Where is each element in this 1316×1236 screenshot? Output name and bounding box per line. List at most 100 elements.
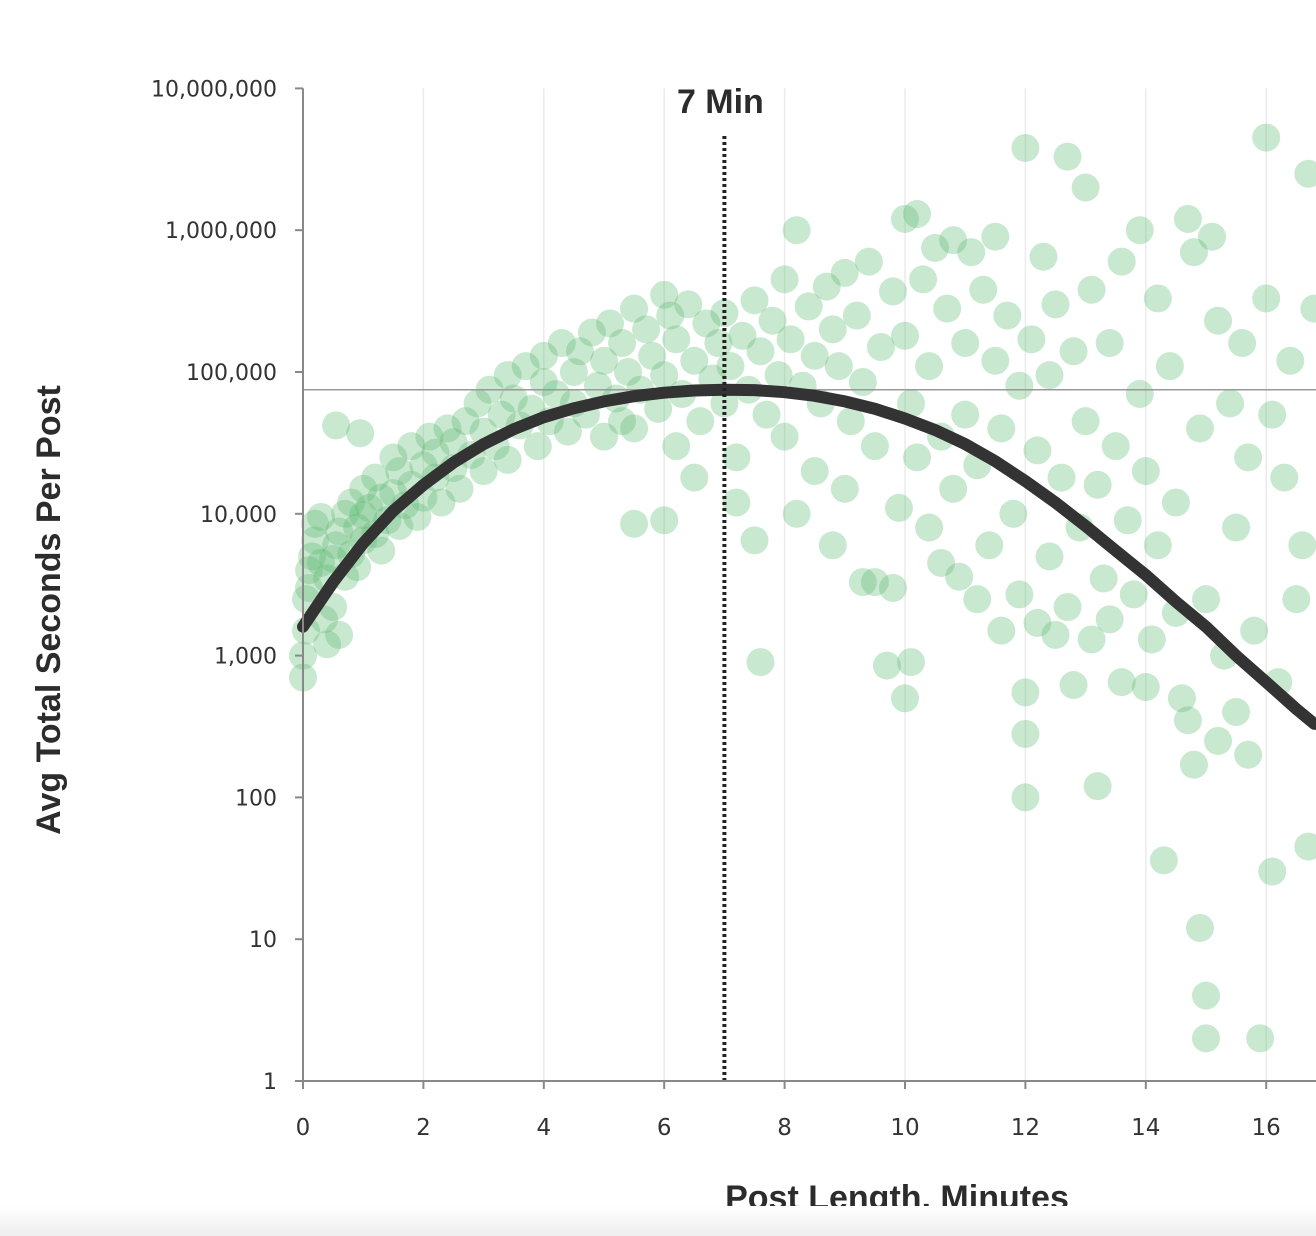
data-point [1107,668,1136,697]
data-point [1270,463,1299,492]
data-point [1095,605,1124,634]
data-point [1167,684,1196,713]
data-point [860,568,889,597]
data-point [945,562,974,591]
data-point [758,306,787,335]
data-point [878,277,907,306]
data-point [1077,275,1106,304]
data-point [499,384,528,413]
data-point [891,204,919,233]
data-point [824,352,853,381]
data-point [656,301,685,330]
data-point [939,474,968,503]
data-point [644,394,673,423]
data-point [565,337,594,366]
data-point [1011,133,1040,162]
y-tick-label: 10,000,000 [151,77,277,102]
data-point [1017,325,1046,354]
data-point [463,389,492,418]
data-point [1053,142,1082,171]
data-point [1258,857,1287,886]
data-point [367,536,396,565]
data-point [361,463,390,492]
data-point [740,286,769,315]
data-point [1107,247,1136,276]
data-point [746,648,775,677]
data-point [1089,564,1118,593]
data-point [1029,242,1058,271]
data-point [1240,616,1269,645]
data-point [1173,204,1202,233]
data-point [1185,913,1214,942]
data-point [650,280,679,309]
data-point [559,358,588,386]
data-point [746,337,775,366]
bottom-fade [0,1206,1316,1236]
data-point [1149,846,1178,875]
data-point [1083,772,1112,801]
data-point [866,333,895,362]
x-tick-label: 14 [1131,1115,1160,1141]
data-point [909,265,938,294]
data-point [367,483,396,512]
data-point [915,352,944,381]
data-point [740,526,769,555]
data-point [1095,329,1124,358]
data-point [878,573,907,602]
data-point [313,630,342,659]
data-point [933,294,962,323]
data-point [511,352,540,381]
data-point [686,407,715,436]
data-point [1192,585,1220,614]
data-point [493,445,522,474]
data-point [337,488,366,517]
data-point [583,371,612,400]
data-point [981,346,1010,375]
data-point [1053,593,1082,622]
data-point [1258,400,1287,429]
data-point [963,585,992,614]
data-point [1143,531,1172,560]
data-point [349,501,378,530]
data-point [1071,173,1100,202]
data-point [1125,216,1154,245]
x-tick-labels: 0 2 4 6 8 10 12 14 16 [296,1115,1281,1141]
data-point [331,499,360,528]
data-point [1083,470,1112,499]
data-point [1041,620,1070,649]
x-tick-label: 6 [657,1115,672,1141]
data-point [1011,783,1040,812]
data-point [1252,123,1281,152]
data-point [301,526,330,555]
data-point [445,474,474,503]
data-point [1282,585,1311,614]
data-point [523,432,552,461]
data-point [722,488,751,517]
data-point [547,329,576,358]
data-point [903,200,932,229]
data-point [951,329,980,358]
data-point [1035,542,1064,571]
x-tick-label: 8 [777,1115,792,1141]
data-point [1246,1024,1275,1053]
data-point [1071,407,1100,436]
data-point [1023,608,1052,637]
data-point [1137,625,1166,654]
data-point [451,407,480,436]
data-point [1179,750,1208,779]
data-point [921,233,950,262]
data-point [298,542,327,571]
data-point [632,315,661,344]
data-point [1192,981,1220,1010]
data-point [1179,238,1208,267]
data-point [818,315,847,344]
y-axis-title: Avg Total Seconds Per Post [30,385,68,835]
data-point [650,361,679,390]
data-point [1222,513,1251,542]
data-point [891,321,919,350]
data-point [999,499,1028,528]
data-point [1216,389,1245,418]
data-point [1173,706,1202,735]
data-point [590,346,618,375]
data-point [800,457,829,486]
